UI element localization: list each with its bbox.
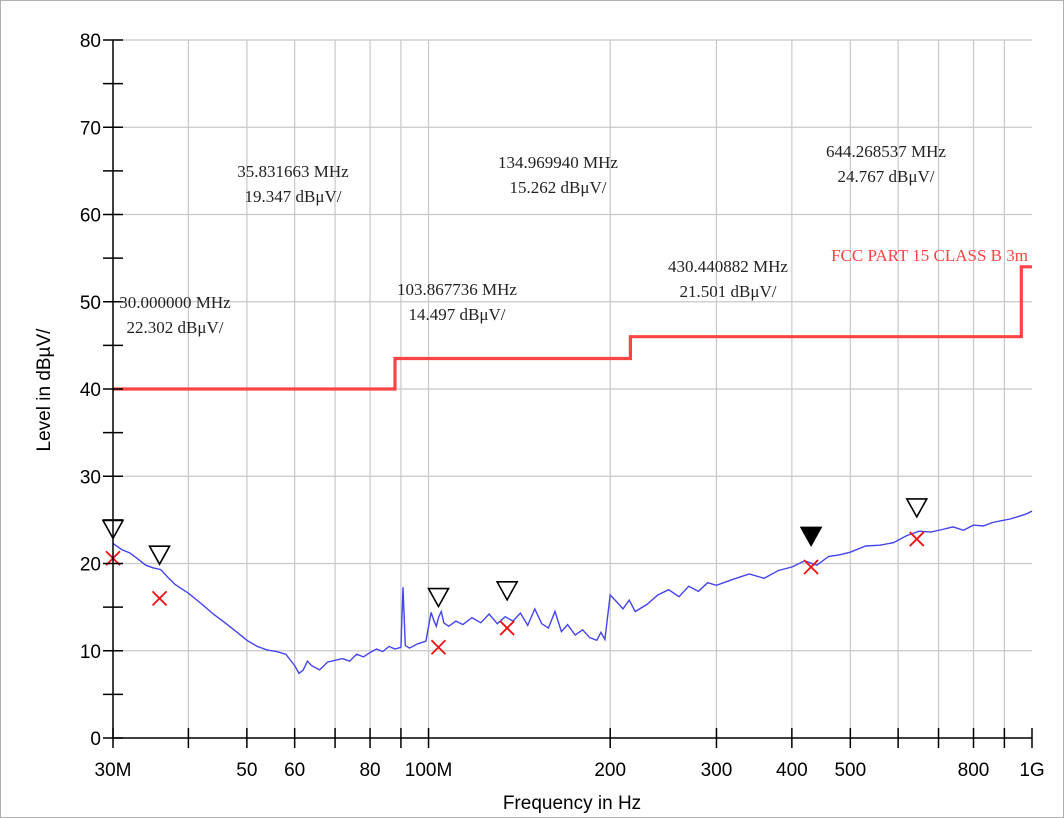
marker-frequency-label: 134.969940 MHz <box>498 153 618 172</box>
y-tick-label: 10 <box>80 642 101 663</box>
x-tick-label: 1G <box>1019 760 1044 781</box>
trace-group <box>112 510 1033 675</box>
limit-line <box>113 265 1032 391</box>
limit-line-group: FCC PART 15 CLASS B 3m <box>113 246 1032 391</box>
y-tick-label: 50 <box>80 293 101 314</box>
marker-level-label: 24.767 dBμV/ <box>838 167 935 186</box>
marker-level-label: 15.262 dBμV/ <box>510 178 607 197</box>
x-tick-label: 800 <box>958 760 990 781</box>
final-marker <box>151 590 168 607</box>
marker-level-label: 14.497 dBμV/ <box>409 305 506 324</box>
y-tick-label: 0 <box>90 729 101 750</box>
x-tick-label: 300 <box>701 760 733 781</box>
x-axis-title: Frequency in Hz <box>503 793 641 814</box>
y-tick-label: 60 <box>80 206 101 227</box>
final-marker <box>499 620 515 636</box>
peak-marker <box>905 498 929 519</box>
final-marker-cross <box>499 620 515 636</box>
x-tick-label: 60 <box>284 760 305 781</box>
marker-level-label: 22.302 dBμV/ <box>127 318 224 337</box>
final-marker-cross <box>909 531 925 547</box>
marker-group <box>101 498 929 655</box>
x-tick-label: 500 <box>834 760 866 781</box>
marker-frequency-label: 644.268537 MHz <box>826 142 946 161</box>
y-tick-label: 30 <box>80 467 101 488</box>
y-tick-label: 20 <box>80 555 101 576</box>
limit-line-label: FCC PART 15 CLASS B 3m <box>831 246 1028 265</box>
final-marker <box>430 639 447 655</box>
marker-level-label: 19.347 dBμV/ <box>245 187 342 206</box>
y-axis-title: Level in dBµV/ <box>34 328 55 452</box>
final-marker-cross <box>430 639 447 655</box>
final-marker-cross <box>151 590 168 607</box>
measurement-trace <box>112 510 1033 675</box>
marker-frequency-label: 103.867736 MHz <box>397 280 517 299</box>
peak-marker <box>427 587 450 609</box>
annotation-group: 30.000000 MHz 22.302 dBμV/35.831663 MHz 19… <box>119 142 946 337</box>
marker-frequency-label: 35.831663 MHz <box>237 162 349 181</box>
y-tick-label: 40 <box>80 380 101 401</box>
final-marker <box>803 559 819 575</box>
marker-level-label: 21.501 dBμV/ <box>680 282 777 301</box>
marker-frequency-label: 430.440882 MHz <box>668 257 788 276</box>
x-tick-label: 80 <box>359 760 380 781</box>
x-tick-label: 30M <box>95 760 132 781</box>
final-marker-cross <box>803 559 819 575</box>
grid <box>113 39 1032 738</box>
peak-marker <box>495 581 519 602</box>
y-tick-label: 80 <box>80 31 101 52</box>
y-tick-label: 70 <box>80 118 101 139</box>
marker-frequency-label: 30.000000 MHz <box>119 293 231 312</box>
peak-marker-filled <box>799 526 823 548</box>
axes: 0 10 20 30 40 50 60 70 80 30M 50 60 80 100M 200 300 400 5… <box>80 31 1045 781</box>
x-tick-label: 200 <box>594 760 626 781</box>
x-tick-label: 50 <box>236 760 257 781</box>
final-marker <box>909 531 925 547</box>
x-tick-label: 100M <box>405 760 453 781</box>
x-tick-label: 400 <box>776 760 808 781</box>
peak-marker <box>148 545 171 566</box>
